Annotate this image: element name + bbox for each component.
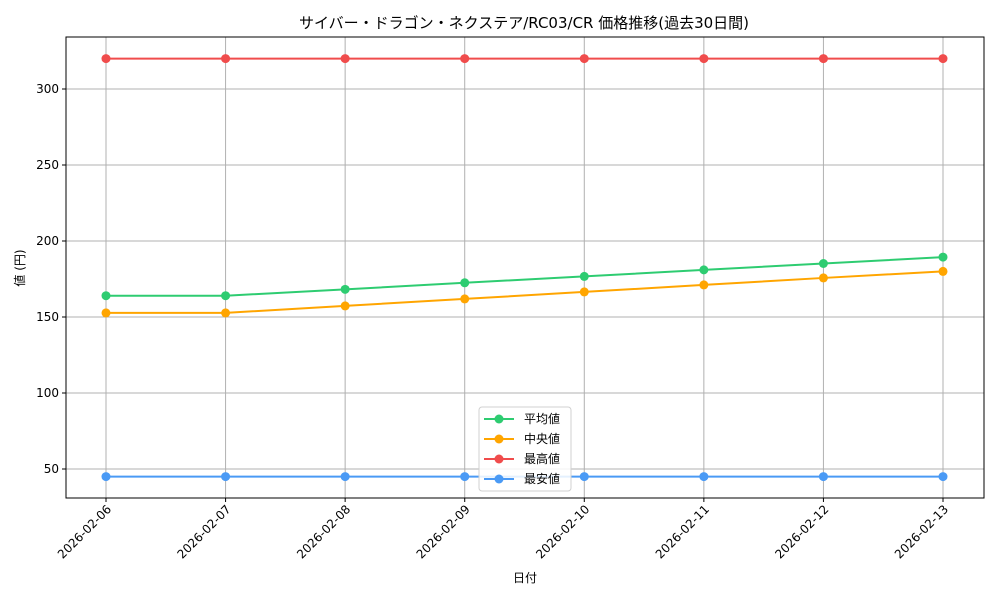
x-tick-label: 2026-02-13 [892,502,951,561]
data-point [579,472,589,482]
legend-label: 最高値 [524,451,560,466]
y-tick-label: 50 [44,462,59,476]
data-point [460,294,470,304]
legend-box [478,406,572,492]
legend-marker [494,434,504,444]
x-tick-label: 2026-02-07 [174,502,233,561]
y-tick-label: 200 [36,234,59,248]
data-point [101,291,111,301]
data-point [699,280,709,290]
data-point [101,472,111,482]
x-tick-label: 2026-02-10 [533,502,592,561]
data-point [699,54,709,64]
data-point [699,265,709,275]
data-point [818,472,828,482]
data-point [699,472,709,482]
data-point [221,54,231,64]
series-line [106,256,944,297]
data-point [340,301,350,311]
data-point [221,472,231,482]
chart-title: サイバー・ドラゴン・ネクステア/RC03/CR 価格推移(過去30日間) [299,14,749,32]
data-point [340,284,350,294]
data-point [818,273,828,283]
data-point [938,472,948,482]
data-point [460,278,470,288]
x-tick-label: 2026-02-11 [653,502,712,561]
data-point [101,308,111,318]
y-tick-label: 300 [36,82,59,96]
legend-marker [494,414,504,424]
legend-label: 中央値 [524,431,560,446]
data-point [579,54,589,64]
data-point [938,252,948,262]
data-point [221,291,231,301]
data-point [460,54,470,64]
data-point [818,54,828,64]
data-point [938,54,948,64]
y-tick-label: 100 [36,386,59,400]
legend-label: 最安値 [524,471,560,486]
data-point [579,287,589,297]
legend-marker [494,454,504,464]
y-axis-label: 値 (円) [12,249,27,286]
data-point [579,271,589,281]
data-point [818,258,828,268]
data-point [101,54,111,64]
x-tick-label: 2026-02-08 [294,502,353,561]
x-axis-ticks: 2026-02-06 2026-02-07 2026-02-08 2026-02-09… [55,498,951,561]
y-tick-label: 250 [36,158,59,172]
data-point [460,472,470,482]
data-point [340,54,350,64]
x-axis-label: 日付 [513,571,537,585]
plot-area-frame [65,36,985,499]
series-line [106,270,944,314]
x-tick-label: 2026-02-06 [55,502,114,561]
legend-label: 平均値 [524,411,560,426]
x-tick-label: 2026-02-12 [772,502,831,561]
y-tick-label: 150 [36,310,59,324]
y-axis-ticks: 50 100 150 200 250 300 [36,82,66,476]
x-tick-label: 2026-02-09 [414,502,473,561]
data-point [938,266,948,276]
data-point [221,308,231,318]
data-point [340,472,350,482]
legend-marker [494,474,504,484]
data-series [101,54,948,482]
